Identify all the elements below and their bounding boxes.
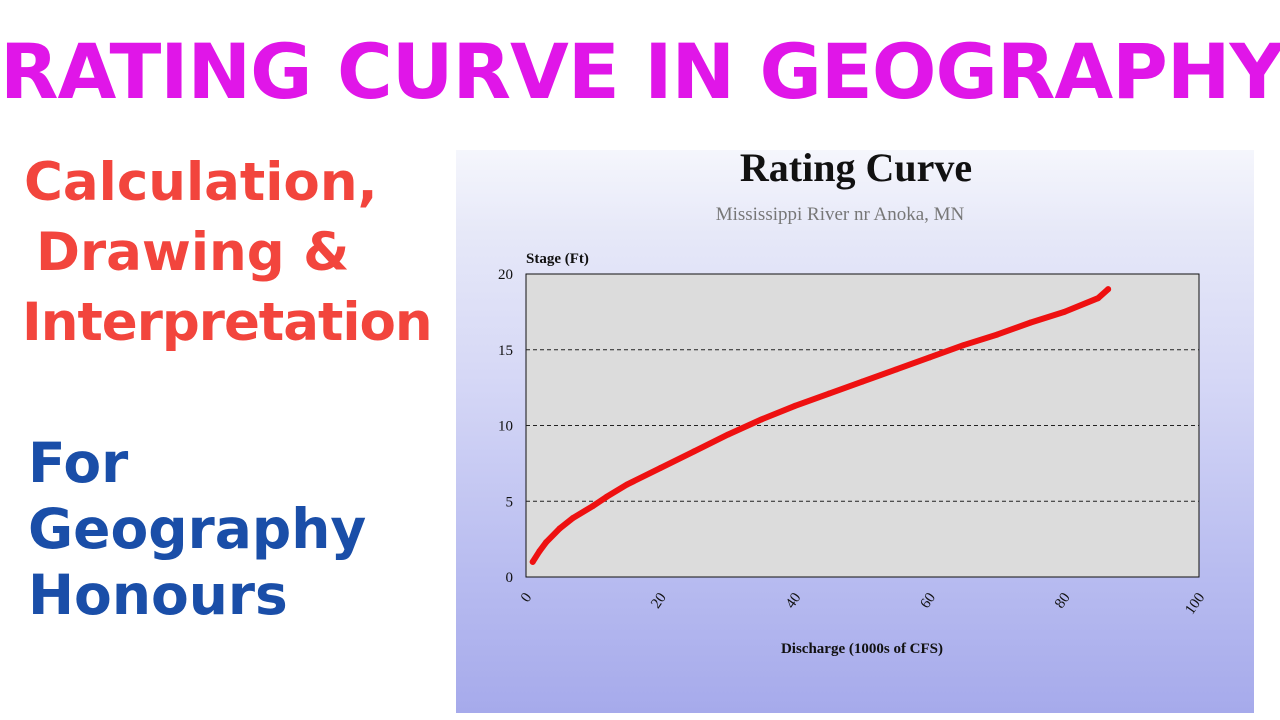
data-point [1027, 319, 1034, 326]
grid-lines [526, 349, 1199, 502]
series-layer [529, 286, 1112, 565]
x-tick-label: 80 [1052, 590, 1074, 611]
x-tick-label: 60 [917, 590, 939, 611]
subheading-line-calculation: Calculation, [24, 152, 378, 213]
rating-curve-chart: Rating Curve Mississippi River nr Anoka,… [498, 150, 1208, 657]
x-axis-label: Discharge (1000s of CFS) [781, 641, 943, 657]
data-point [792, 402, 799, 409]
data-point [543, 539, 550, 546]
audience-line-honours: Honours [28, 563, 288, 627]
headline-title: RATING CURVE IN GEOGRAPHY [0, 27, 1280, 116]
x-tick-label: 20 [648, 590, 670, 611]
audience-block: For Geography Honours [28, 430, 448, 628]
y-tick-label: 20 [498, 267, 513, 283]
data-point [1095, 295, 1102, 302]
subheading-line-drawing: Drawing & [36, 222, 350, 283]
data-point [536, 548, 543, 555]
subheading-line-interpretation: Interpretation [22, 292, 433, 353]
chart-title: Rating Curve [740, 150, 972, 190]
x-tick-label: 100 [1182, 590, 1208, 618]
data-point [570, 514, 577, 521]
data-point [590, 502, 597, 509]
y-axis-ticks: 0 5 10 15 20 [498, 267, 513, 586]
audience-line-geography: Geography [28, 497, 367, 561]
y-tick-label: 10 [498, 419, 513, 435]
data-point [657, 464, 664, 471]
data-point [691, 448, 698, 455]
data-point [724, 431, 731, 438]
rating-curve-chart-panel: Rating Curve Mississippi River nr Anoka,… [456, 150, 1254, 713]
y-tick-label: 15 [498, 343, 513, 359]
data-point [529, 558, 536, 565]
data-point [556, 525, 563, 532]
chart-subtitle: Mississippi River nr Anoka, MN [716, 204, 965, 225]
data-point [623, 481, 630, 488]
y-tick-label: 5 [506, 494, 514, 510]
data-point [603, 493, 610, 500]
data-point [825, 390, 832, 397]
audience-line-for: For [28, 431, 129, 495]
x-tick-label: 0 [518, 590, 535, 605]
data-point [994, 331, 1001, 338]
data-point [1105, 286, 1112, 293]
data-point [893, 366, 900, 373]
data-point [960, 342, 967, 349]
data-point [758, 416, 765, 423]
y-tick-label: 0 [506, 570, 514, 586]
y-axis-label: Stage (Ft) [526, 251, 589, 267]
data-point [926, 354, 933, 361]
data-point [859, 378, 866, 385]
x-axis-ticks: 0 20 40 60 80 100 [518, 590, 1208, 618]
data-point [1061, 308, 1068, 315]
x-tick-label: 40 [783, 590, 805, 611]
subheading-block: Calculation, Drawing & Interpretation [22, 148, 462, 358]
